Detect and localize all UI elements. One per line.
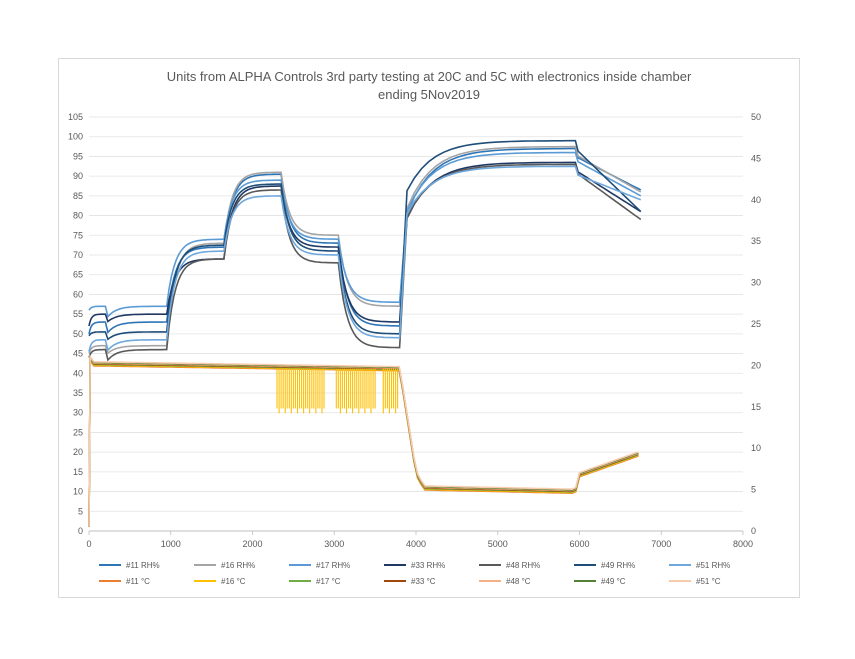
legend-item-rh-2: #16 RH% bbox=[194, 561, 255, 570]
y-left-tick-label: 45 bbox=[73, 349, 83, 359]
legend-label: #33 RH% bbox=[411, 561, 445, 570]
x-tick-label: 7000 bbox=[651, 539, 671, 549]
y-left-tick-label: 105 bbox=[68, 112, 83, 122]
x-tick-label: 3000 bbox=[324, 539, 344, 549]
series-line-rh-7 bbox=[88, 165, 642, 352]
x-tick-label: 1000 bbox=[161, 539, 181, 549]
x-tick-label: 0 bbox=[86, 539, 91, 549]
legend: #11 RH% #16 RH% #17 RH% #33 RH% #48 RH% #49 R… bbox=[99, 561, 730, 586]
x-tick-label: 6000 bbox=[569, 539, 589, 549]
legend-label: #48 °C bbox=[506, 577, 531, 586]
x-tick-label: 4000 bbox=[406, 539, 426, 549]
chart-svg: Units from ALPHA Controls 3rd party test… bbox=[68, 69, 761, 586]
x-tick-label: 5000 bbox=[488, 539, 508, 549]
legend-item-rh-5: #48 RH% bbox=[479, 561, 540, 570]
chart-title-line-1: Units from ALPHA Controls 3rd party test… bbox=[167, 69, 692, 84]
grid-layer bbox=[89, 116, 743, 532]
series-line-temp-7 bbox=[88, 354, 639, 527]
y-right-tick-label: 15 bbox=[751, 402, 761, 412]
y-right-tick-label: 25 bbox=[751, 319, 761, 329]
y-left-tick-label: 70 bbox=[73, 250, 83, 260]
legend-item-temp-6: #49 °C bbox=[574, 577, 626, 586]
legend-item-temp-3: #17 °C bbox=[289, 577, 341, 586]
legend-label: #11 RH% bbox=[126, 561, 160, 570]
y-left-tick-label: 50 bbox=[73, 329, 83, 339]
series-line-rh-6 bbox=[88, 139, 642, 341]
y-right-tick-label: 10 bbox=[751, 443, 761, 453]
legend-item-rh-1: #11 RH% bbox=[99, 561, 160, 570]
legend-item-temp-7: #51 °C bbox=[669, 577, 721, 586]
y-left-tick-label: 25 bbox=[73, 427, 83, 437]
legend-item-temp-2: #16 °C bbox=[194, 577, 246, 586]
axis-layer: 0510152025303540455055606570758085909510… bbox=[68, 112, 761, 549]
series-line-rh-2 bbox=[88, 145, 642, 355]
legend-label: #11 °C bbox=[126, 577, 150, 586]
legend-item-temp-5: #48 °C bbox=[479, 577, 531, 586]
series-spikes-temp-16 bbox=[276, 368, 399, 414]
y-right-tick-label: 30 bbox=[751, 278, 761, 288]
series-line-rh-3 bbox=[88, 151, 642, 319]
legend-label: #51 RH% bbox=[696, 561, 730, 570]
y-left-tick-label: 85 bbox=[73, 191, 83, 201]
x-tick-label: 8000 bbox=[733, 539, 753, 549]
y-left-tick-label: 95 bbox=[73, 151, 83, 161]
legend-label: #16 RH% bbox=[221, 561, 255, 570]
y-right-tick-label: 45 bbox=[751, 153, 761, 163]
y-left-tick-label: 0 bbox=[78, 526, 83, 536]
legend-item-rh-3: #17 RH% bbox=[289, 561, 350, 570]
legend-item-temp-4: #33 °C bbox=[384, 577, 436, 586]
y-left-tick-label: 55 bbox=[73, 309, 83, 319]
x-tick-label: 2000 bbox=[242, 539, 262, 549]
legend-label: #49 °C bbox=[601, 577, 626, 586]
y-right-tick-label: 35 bbox=[751, 236, 761, 246]
legend-item-rh-6: #49 RH% bbox=[574, 561, 635, 570]
y-left-tick-label: 30 bbox=[73, 408, 83, 418]
y-left-tick-label: 35 bbox=[73, 388, 83, 398]
legend-label: #49 RH% bbox=[601, 561, 635, 570]
chart-frame: Units from ALPHA Controls 3rd party test… bbox=[58, 58, 800, 598]
y-right-tick-label: 50 bbox=[751, 112, 761, 122]
y-left-tick-label: 40 bbox=[73, 368, 83, 378]
legend-label: #17 RH% bbox=[316, 561, 350, 570]
y-left-tick-label: 60 bbox=[73, 289, 83, 299]
legend-item-rh-4: #33 RH% bbox=[384, 561, 445, 570]
series-line-temp-5 bbox=[88, 355, 639, 527]
y-left-tick-label: 15 bbox=[73, 467, 83, 477]
y-left-tick-label: 10 bbox=[73, 487, 83, 497]
y-right-tick-label: 0 bbox=[751, 526, 756, 536]
series-layer bbox=[88, 139, 642, 527]
y-left-tick-label: 65 bbox=[73, 270, 83, 280]
legend-label: #33 °C bbox=[411, 577, 436, 586]
series-line-temp-4 bbox=[88, 356, 639, 527]
y-right-tick-label: 20 bbox=[751, 360, 761, 370]
series-line-rh-5 bbox=[88, 163, 642, 362]
y-left-tick-label: 80 bbox=[73, 211, 83, 221]
y-left-tick-label: 5 bbox=[78, 506, 83, 516]
series-line-temp-3 bbox=[88, 356, 639, 527]
y-left-tick-label: 75 bbox=[73, 230, 83, 240]
chart-title: Units from ALPHA Controls 3rd party test… bbox=[167, 69, 692, 102]
legend-label: #17 °C bbox=[316, 577, 341, 586]
legend-label: #16 °C bbox=[221, 577, 246, 586]
y-left-tick-label: 90 bbox=[73, 171, 83, 181]
y-left-tick-label: 20 bbox=[73, 447, 83, 457]
series-line-temp-1 bbox=[88, 358, 639, 527]
series-line-temp-6 bbox=[88, 355, 639, 527]
legend-label: #48 RH% bbox=[506, 561, 540, 570]
series-line-temp-2 bbox=[88, 357, 639, 527]
y-left-tick-label: 100 bbox=[68, 132, 83, 142]
y-right-tick-label: 5 bbox=[751, 485, 756, 495]
y-right-tick-label: 40 bbox=[751, 195, 761, 205]
legend-label: #51 °C bbox=[696, 577, 721, 586]
chart-title-line-2: ending 5Nov2019 bbox=[378, 87, 480, 102]
legend-item-rh-7: #51 RH% bbox=[669, 561, 730, 570]
legend-item-temp-1: #11 °C bbox=[99, 577, 150, 586]
